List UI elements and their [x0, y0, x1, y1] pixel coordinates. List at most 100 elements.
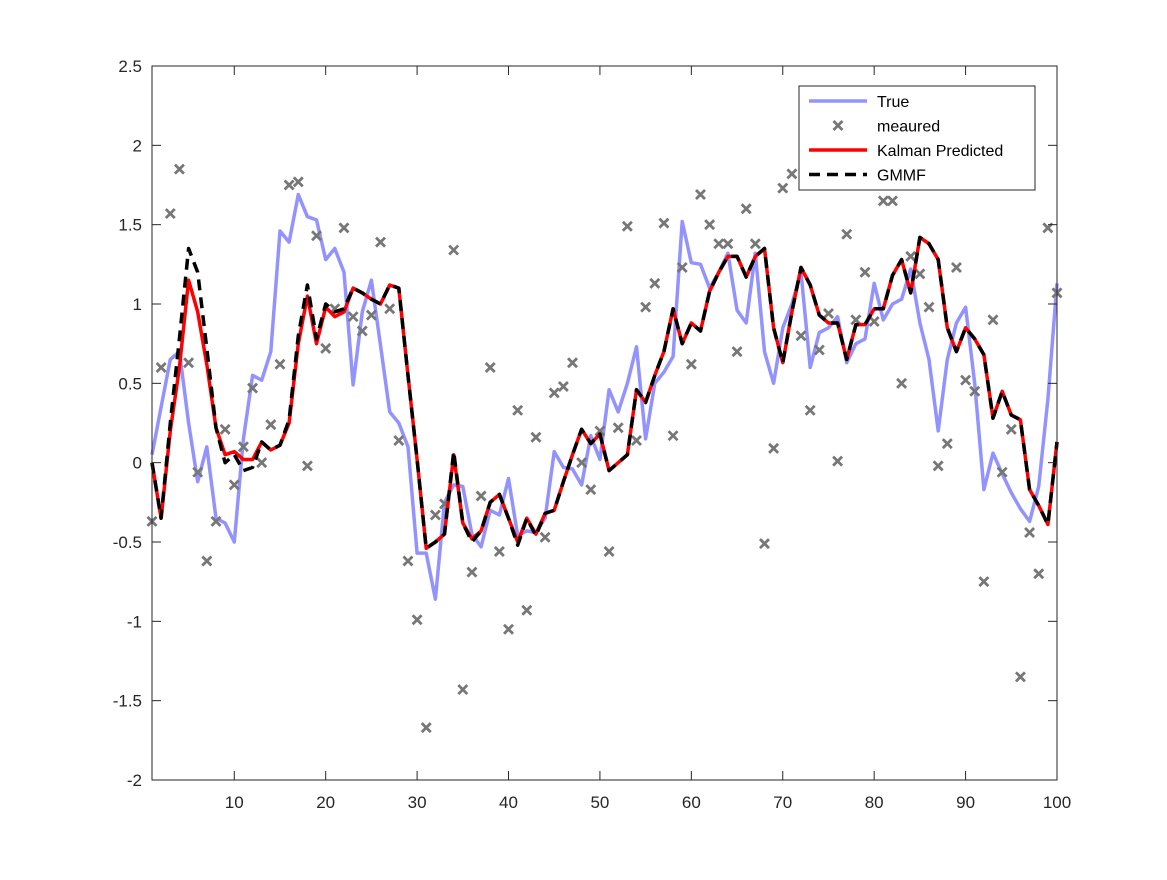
measured-point	[173, 163, 185, 175]
measured-point	[813, 344, 825, 356]
measured-point	[914, 268, 926, 280]
measured-point	[548, 387, 560, 399]
measured-point	[338, 222, 350, 234]
measured-point	[1005, 423, 1017, 435]
measured-point	[228, 479, 240, 491]
measured-point	[402, 555, 414, 567]
measured-point	[960, 374, 972, 386]
measured-point	[237, 441, 249, 453]
legend: True meaured Kalman Predicted GMMF	[798, 85, 1036, 191]
measured-point	[393, 434, 405, 446]
measured-point	[603, 546, 615, 558]
measured-point	[704, 219, 716, 231]
measured-point	[932, 460, 944, 472]
x-tick-label: 70	[773, 793, 792, 812]
measured-point	[685, 358, 697, 370]
measured-point	[420, 722, 432, 734]
measured-point	[868, 315, 880, 327]
measured-point	[493, 546, 505, 558]
measured-point	[320, 342, 332, 354]
measured-point	[283, 179, 295, 191]
y-tick-label: 2	[133, 136, 142, 155]
measured-point	[292, 176, 304, 188]
series-layer	[146, 163, 1063, 734]
measured-point	[201, 555, 213, 567]
measured-point	[256, 457, 268, 469]
x-tick-label: 20	[316, 793, 335, 812]
measured-point	[896, 377, 908, 389]
x-tick-label: 100	[1043, 793, 1071, 812]
measured-point	[941, 438, 953, 450]
measured-point	[365, 309, 377, 321]
measured-point	[859, 266, 871, 278]
measured-point	[585, 484, 597, 496]
y-tick-label: 1.5	[118, 216, 142, 235]
measured-point	[758, 538, 770, 550]
measured-point	[841, 228, 853, 240]
measured-point	[512, 404, 524, 416]
measured-point	[466, 566, 478, 578]
measured-point	[777, 182, 789, 194]
measured-point	[640, 301, 652, 313]
measured-point	[658, 217, 670, 229]
y-tick-label: -1.5	[113, 692, 142, 711]
y-tick-label: 0.5	[118, 374, 142, 393]
measured-point	[905, 250, 917, 262]
measured-point	[1014, 671, 1026, 683]
measured-point	[1033, 568, 1045, 580]
measured-point	[164, 208, 176, 220]
measured-point	[768, 442, 780, 454]
measured-point	[749, 238, 761, 250]
measured-point	[786, 168, 798, 180]
measured-point	[530, 431, 542, 443]
measured-point	[219, 423, 231, 435]
measured-point	[301, 460, 313, 472]
measured-point	[356, 325, 368, 337]
x-tick-label: 90	[956, 793, 975, 812]
measured-point	[649, 277, 661, 289]
measured-point	[631, 434, 642, 446]
measured-point	[384, 303, 396, 315]
y-tick-label: 2.5	[118, 57, 142, 76]
series-line-gmmf	[150, 235, 1059, 551]
measured-point	[457, 684, 469, 696]
measured-point	[347, 311, 359, 323]
measured-point	[210, 515, 222, 527]
measured-point	[832, 455, 844, 467]
measured-point	[183, 357, 195, 369]
measured-point	[694, 189, 706, 201]
measured-point	[731, 346, 743, 358]
measured-point	[503, 623, 515, 635]
measured-point	[612, 422, 624, 434]
x-tick-label: 50	[590, 793, 609, 812]
measured-point	[521, 604, 533, 616]
x-tick-label: 60	[682, 793, 701, 812]
measured-point	[155, 361, 167, 373]
measured-point	[576, 457, 588, 469]
measured-point	[886, 195, 898, 207]
measured-point	[996, 466, 1008, 478]
legend-label-true: True	[877, 94, 909, 111]
measured-point	[987, 314, 999, 326]
measured-point	[713, 238, 725, 250]
measured-point	[375, 236, 387, 248]
measured-point	[274, 358, 286, 370]
x-tick-label: 10	[225, 793, 244, 812]
x-tick-label: 80	[865, 793, 884, 812]
measured-point	[567, 357, 578, 369]
x-tick-label: 30	[408, 793, 427, 812]
measured-point	[192, 466, 204, 478]
y-tick-label: -0.5	[113, 533, 142, 552]
x-tick-label: 40	[499, 793, 518, 812]
measured-point	[311, 230, 323, 242]
measured-point	[411, 614, 423, 626]
measured-point	[795, 330, 807, 342]
measured-point	[804, 404, 816, 416]
measured-point	[1024, 526, 1036, 538]
legend-box	[798, 85, 1036, 191]
measured-point	[676, 262, 688, 273]
legend-marker-meaured	[832, 120, 844, 131]
measured-point	[722, 238, 734, 250]
legend-label-gmmf: GMMF	[877, 168, 926, 185]
